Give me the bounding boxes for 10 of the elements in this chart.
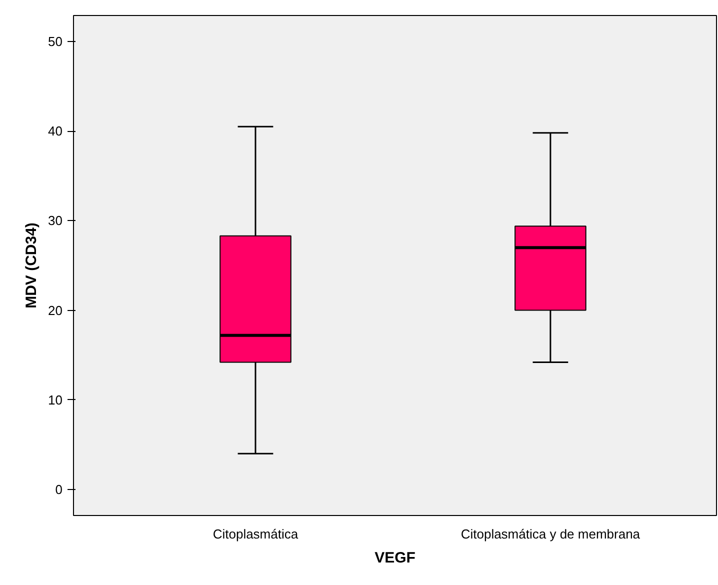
x-tick-label: Citoplasmática <box>212 526 299 542</box>
y-tick-label: 10 <box>48 392 63 408</box>
y-axis-title: MDV (CD34) <box>23 222 40 308</box>
y-tick-label: 0 <box>55 482 63 498</box>
y-tick-label: 40 <box>48 124 63 139</box>
x-axis-title: VEGF <box>374 550 416 566</box>
x-tick-label: Citoplasmática y de membrana <box>460 526 641 542</box>
y-tick-label: 20 <box>48 302 63 318</box>
y-tick-label: 50 <box>48 34 63 49</box>
y-tick-label: 30 <box>48 213 63 228</box>
